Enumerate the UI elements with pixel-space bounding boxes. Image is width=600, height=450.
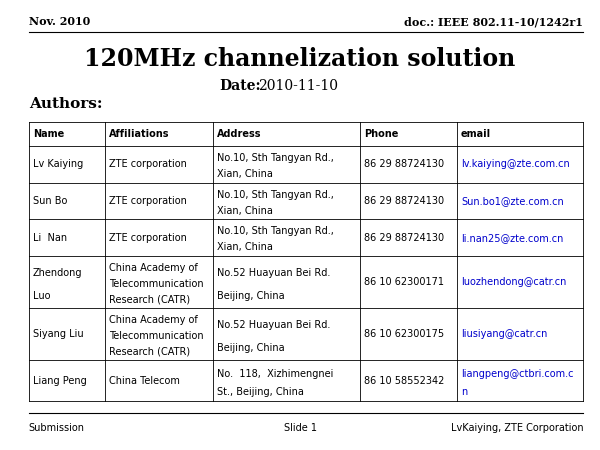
- Text: Siyang Liu: Siyang Liu: [33, 329, 83, 339]
- Text: 86 29 88724130: 86 29 88724130: [364, 196, 445, 206]
- Text: Liang Peng: Liang Peng: [33, 376, 87, 386]
- Text: 86 29 88724130: 86 29 88724130: [364, 159, 445, 169]
- Text: ZTE corporation: ZTE corporation: [109, 196, 187, 206]
- Text: Beijing, China: Beijing, China: [217, 291, 285, 301]
- Text: 86 29 88724130: 86 29 88724130: [364, 233, 445, 243]
- Text: 86 10 62300175: 86 10 62300175: [364, 329, 445, 339]
- Text: ZTE corporation: ZTE corporation: [109, 233, 187, 243]
- Text: No.10, Sth Tangyan Rd.,: No.10, Sth Tangyan Rd.,: [217, 226, 334, 236]
- Text: Research (CATR): Research (CATR): [109, 346, 190, 356]
- Text: luozhendong@catr.cn: luozhendong@catr.cn: [461, 277, 566, 287]
- Text: Research (CATR): Research (CATR): [109, 294, 190, 304]
- Text: China Academy of: China Academy of: [109, 263, 198, 273]
- Text: 120MHz channelization solution: 120MHz channelization solution: [85, 46, 515, 71]
- Text: li.nan25@zte.com.cn: li.nan25@zte.com.cn: [461, 233, 563, 243]
- Text: Xian, China: Xian, China: [217, 206, 273, 216]
- Text: No.  118,  Xizhimengnei: No. 118, Xizhimengnei: [217, 369, 334, 378]
- Text: Slide 1: Slide 1: [284, 423, 317, 433]
- Text: Xian, China: Xian, China: [217, 169, 273, 179]
- Text: Xian, China: Xian, China: [217, 242, 273, 252]
- Text: ZTE corporation: ZTE corporation: [109, 159, 187, 169]
- Text: Luo: Luo: [33, 291, 50, 301]
- Text: No.10, Sth Tangyan Rd.,: No.10, Sth Tangyan Rd.,: [217, 189, 334, 200]
- Text: liusiyang@catr.cn: liusiyang@catr.cn: [461, 329, 547, 339]
- Text: Authors:: Authors:: [29, 97, 102, 112]
- Text: China Telecom: China Telecom: [109, 376, 180, 386]
- Text: email: email: [461, 129, 491, 139]
- Text: Submission: Submission: [29, 423, 85, 433]
- Text: Affiliations: Affiliations: [109, 129, 170, 139]
- Text: 2010-11-10: 2010-11-10: [258, 79, 338, 94]
- Text: St., Beijing, China: St., Beijing, China: [217, 387, 304, 396]
- Text: Telecommunication: Telecommunication: [109, 331, 203, 341]
- Text: Lv Kaiying: Lv Kaiying: [33, 159, 83, 169]
- Text: lv.kaiying@zte.com.cn: lv.kaiying@zte.com.cn: [461, 159, 570, 169]
- Text: LvKaiying, ZTE Corporation: LvKaiying, ZTE Corporation: [451, 423, 583, 433]
- Text: liangpeng@ctbri.com.c: liangpeng@ctbri.com.c: [461, 369, 574, 378]
- Text: Date:: Date:: [219, 79, 260, 94]
- Text: No.10, Sth Tangyan Rd.,: No.10, Sth Tangyan Rd.,: [217, 153, 334, 163]
- Text: Address: Address: [217, 129, 262, 139]
- Text: Sun Bo: Sun Bo: [33, 196, 67, 206]
- Text: China Academy of: China Academy of: [109, 315, 198, 325]
- Text: Beijing, China: Beijing, China: [217, 342, 285, 353]
- Text: Name: Name: [33, 129, 64, 139]
- Text: n: n: [461, 387, 467, 396]
- Text: Nov. 2010: Nov. 2010: [29, 16, 90, 27]
- Text: No.52 Huayuan Bei Rd.: No.52 Huayuan Bei Rd.: [217, 268, 331, 278]
- Text: Phone: Phone: [364, 129, 399, 139]
- Text: 86 10 58552342: 86 10 58552342: [364, 376, 445, 386]
- Text: No.52 Huayuan Bei Rd.: No.52 Huayuan Bei Rd.: [217, 320, 331, 330]
- Text: Li  Nan: Li Nan: [33, 233, 67, 243]
- Text: Zhendong: Zhendong: [33, 268, 83, 278]
- Text: doc.: IEEE 802.11-10/1242r1: doc.: IEEE 802.11-10/1242r1: [404, 16, 583, 27]
- Text: Telecommunication: Telecommunication: [109, 279, 203, 288]
- Text: Sun.bo1@zte.com.cn: Sun.bo1@zte.com.cn: [461, 196, 564, 206]
- Text: 86 10 62300171: 86 10 62300171: [364, 277, 445, 287]
